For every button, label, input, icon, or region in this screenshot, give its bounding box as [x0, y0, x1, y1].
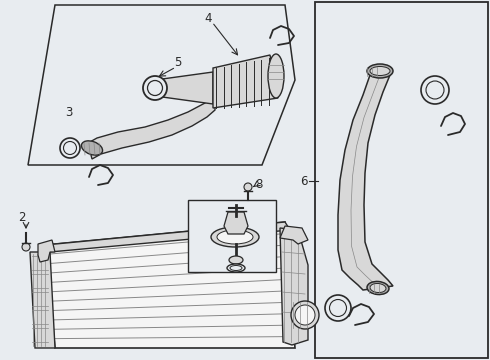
Polygon shape — [280, 228, 308, 345]
Ellipse shape — [370, 67, 390, 76]
Polygon shape — [224, 212, 248, 234]
Text: 3: 3 — [65, 105, 73, 118]
Polygon shape — [38, 240, 55, 262]
Polygon shape — [155, 72, 213, 104]
Ellipse shape — [229, 256, 243, 264]
Polygon shape — [45, 222, 290, 252]
Polygon shape — [338, 75, 393, 290]
Text: 2: 2 — [18, 211, 26, 224]
Polygon shape — [28, 5, 295, 165]
Ellipse shape — [367, 64, 393, 78]
Circle shape — [244, 183, 252, 191]
Ellipse shape — [421, 76, 449, 104]
Ellipse shape — [329, 300, 346, 316]
Polygon shape — [30, 252, 55, 348]
Ellipse shape — [291, 301, 319, 329]
Bar — [188, 200, 276, 272]
Circle shape — [22, 243, 30, 251]
Polygon shape — [45, 222, 295, 348]
Ellipse shape — [143, 76, 167, 100]
Ellipse shape — [81, 141, 102, 155]
Text: 5: 5 — [174, 55, 182, 68]
Ellipse shape — [295, 305, 315, 325]
Ellipse shape — [211, 227, 259, 247]
Polygon shape — [213, 55, 278, 108]
Ellipse shape — [230, 266, 242, 270]
Polygon shape — [88, 96, 215, 159]
Ellipse shape — [268, 54, 284, 98]
Text: 7: 7 — [191, 247, 198, 260]
Ellipse shape — [60, 138, 80, 158]
Polygon shape — [280, 226, 308, 244]
Text: 4: 4 — [204, 12, 212, 24]
Ellipse shape — [217, 230, 253, 244]
Text: 6: 6 — [300, 175, 308, 188]
Bar — [315, 2, 488, 358]
Ellipse shape — [370, 283, 386, 293]
Ellipse shape — [227, 264, 245, 272]
Text: 8: 8 — [255, 177, 262, 190]
Ellipse shape — [325, 295, 351, 321]
Ellipse shape — [147, 81, 163, 95]
Ellipse shape — [64, 141, 76, 154]
Text: 1: 1 — [303, 301, 311, 314]
Ellipse shape — [367, 282, 389, 294]
Ellipse shape — [426, 81, 444, 99]
